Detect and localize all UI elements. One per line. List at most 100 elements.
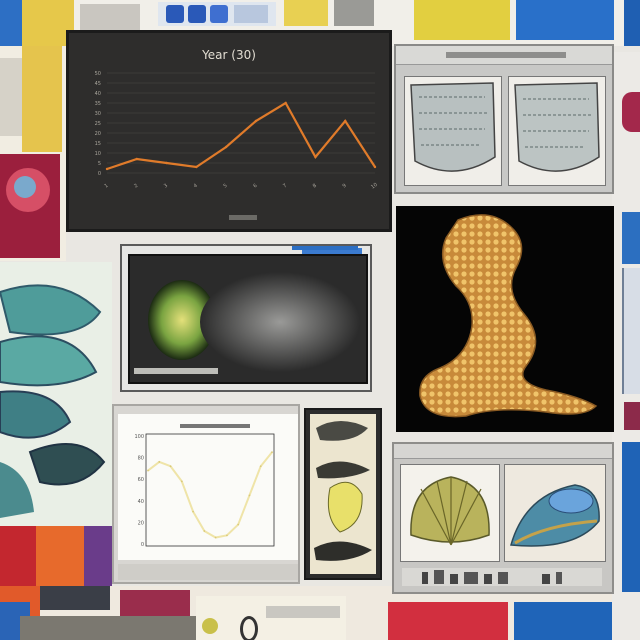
top-strip-device-thumb bbox=[80, 4, 140, 34]
top-strip-blue-block bbox=[0, 0, 22, 46]
top-strip-machine-thumb bbox=[334, 0, 374, 26]
main-y-tick-label: 45 bbox=[95, 81, 101, 87]
bottom-strip-red-block bbox=[388, 602, 508, 640]
main-y-tick-label: 10 bbox=[95, 151, 101, 157]
gold-specimen-graphic bbox=[419, 214, 598, 418]
right-strip-blue-block-2 bbox=[622, 442, 640, 592]
top-strip-blue-edge bbox=[624, 0, 640, 46]
white-chart-point bbox=[158, 461, 161, 463]
main-x-tick-label: 10 bbox=[370, 182, 379, 191]
main-chart-point bbox=[284, 101, 287, 105]
main-chart-point bbox=[165, 161, 168, 165]
main-chart-point bbox=[373, 165, 377, 169]
top-strip-yellow-block-2 bbox=[414, 0, 510, 40]
left-strip-red-photo bbox=[0, 154, 60, 258]
left-strip-device-thumb bbox=[0, 58, 22, 136]
bottom-left-purple-band bbox=[84, 526, 112, 586]
white-chart-canvas: 0 20 40 60 80 100 bbox=[118, 414, 298, 560]
bottom-left-color-block bbox=[0, 526, 112, 586]
scan-viewer-blue-tab bbox=[292, 246, 358, 250]
tissue-haze bbox=[200, 272, 360, 372]
white-chart-footer bbox=[118, 564, 298, 580]
shell-highlight bbox=[548, 488, 594, 514]
main-chart-point bbox=[105, 167, 109, 171]
main-chart-series-line bbox=[106, 101, 376, 171]
lab-thumb-ring bbox=[240, 616, 258, 640]
left-strip-yellow-block bbox=[22, 46, 62, 152]
main-y-tick-label: 15 bbox=[95, 141, 101, 147]
main-x-tick-label: 8 bbox=[312, 183, 318, 190]
main-chart-x-ticks: 1 2 3 4 5 6 7 8 9 10 bbox=[103, 182, 378, 191]
drawing-mid bbox=[316, 461, 370, 479]
main-x-tick-label: 6 bbox=[252, 183, 258, 190]
right-strip-red-dot bbox=[624, 402, 640, 430]
main-chart-point bbox=[195, 165, 198, 169]
white-y-tick-label: 0 bbox=[141, 542, 144, 548]
bottom-left-red-band bbox=[0, 526, 36, 586]
drawing-yellow bbox=[327, 481, 363, 533]
fan-specimen-view bbox=[400, 464, 500, 562]
lab-thumb-green-dot bbox=[202, 618, 218, 634]
bottom-strip bbox=[0, 586, 612, 640]
main-y-tick-label: 20 bbox=[95, 131, 101, 137]
microscopy-toolbar bbox=[396, 46, 612, 65]
main-chart-y-ticks: 0 5 10 15 20 25 30 35 40 45 50 bbox=[95, 71, 101, 177]
white-chart-series-line bbox=[147, 451, 273, 539]
specimen-viewer-toolbar bbox=[394, 444, 612, 459]
bottom-strip-lab-thumb bbox=[196, 596, 346, 640]
white-y-tick-label: 80 bbox=[138, 456, 144, 462]
white-chart-point bbox=[180, 480, 183, 483]
microscopy-window bbox=[394, 44, 614, 194]
fan-specimen-graphic bbox=[410, 476, 490, 546]
main-x-tick-label: 3 bbox=[163, 183, 169, 190]
white-chart-point bbox=[192, 510, 194, 513]
drawings-card bbox=[310, 414, 376, 574]
white-chart-frame bbox=[145, 433, 275, 547]
main-y-tick-label: 30 bbox=[95, 111, 101, 117]
white-chart-point bbox=[147, 469, 149, 472]
bottom-strip-blue-block-2 bbox=[514, 602, 612, 640]
main-chart-point bbox=[135, 157, 138, 161]
tile-3 bbox=[210, 5, 228, 23]
top-strip-blue-tiles bbox=[158, 2, 276, 26]
drawings-graphic bbox=[314, 421, 372, 561]
microscopy-left-view bbox=[404, 76, 502, 186]
scan-viewer-topbar bbox=[302, 248, 362, 254]
top-strip-yellow-card bbox=[284, 0, 328, 26]
teal-tissue-illustration bbox=[0, 262, 112, 526]
top-strip-yellow-block bbox=[22, 0, 74, 46]
tile-1 bbox=[166, 5, 184, 23]
fluorescent-blob bbox=[148, 280, 216, 360]
white-chart-y-ticks: 0 20 40 60 80 100 bbox=[134, 434, 144, 548]
specimen-viewer-caption-bar bbox=[402, 568, 602, 586]
main-x-tick-label: 9 bbox=[342, 183, 348, 190]
top-strip bbox=[0, 0, 640, 46]
main-y-tick-label: 50 bbox=[95, 71, 101, 77]
bottom-strip-keyboard-thumb bbox=[20, 616, 200, 640]
white-chart-point bbox=[226, 534, 228, 537]
specimen-drawings-strip bbox=[304, 408, 382, 580]
caption-glyphs bbox=[422, 570, 562, 584]
lab-thumb-bar bbox=[266, 606, 340, 618]
main-chart-point bbox=[314, 155, 317, 159]
main-y-tick-label: 0 bbox=[98, 171, 101, 177]
tile-2 bbox=[188, 5, 206, 23]
right-strip-red-circle bbox=[622, 92, 640, 132]
white-chart-point bbox=[271, 451, 273, 454]
white-line-chart-panel: 0 20 40 60 80 100 bbox=[112, 404, 300, 584]
white-y-tick-label: 60 bbox=[138, 477, 144, 483]
main-y-tick-label: 40 bbox=[95, 91, 101, 97]
main-x-tick-label: 4 bbox=[193, 183, 199, 190]
white-chart-point bbox=[203, 530, 206, 532]
scan-viewer-image bbox=[128, 254, 368, 384]
white-chart-point bbox=[248, 494, 251, 497]
main-y-tick-label: 35 bbox=[95, 101, 101, 107]
white-chart-point bbox=[169, 465, 172, 468]
main-chart-title: Year (30) bbox=[201, 48, 256, 62]
gold-specimen-photo bbox=[396, 206, 614, 432]
red-photo-highlight bbox=[14, 176, 36, 198]
left-strip bbox=[0, 46, 66, 261]
white-y-tick-label: 20 bbox=[138, 520, 144, 526]
